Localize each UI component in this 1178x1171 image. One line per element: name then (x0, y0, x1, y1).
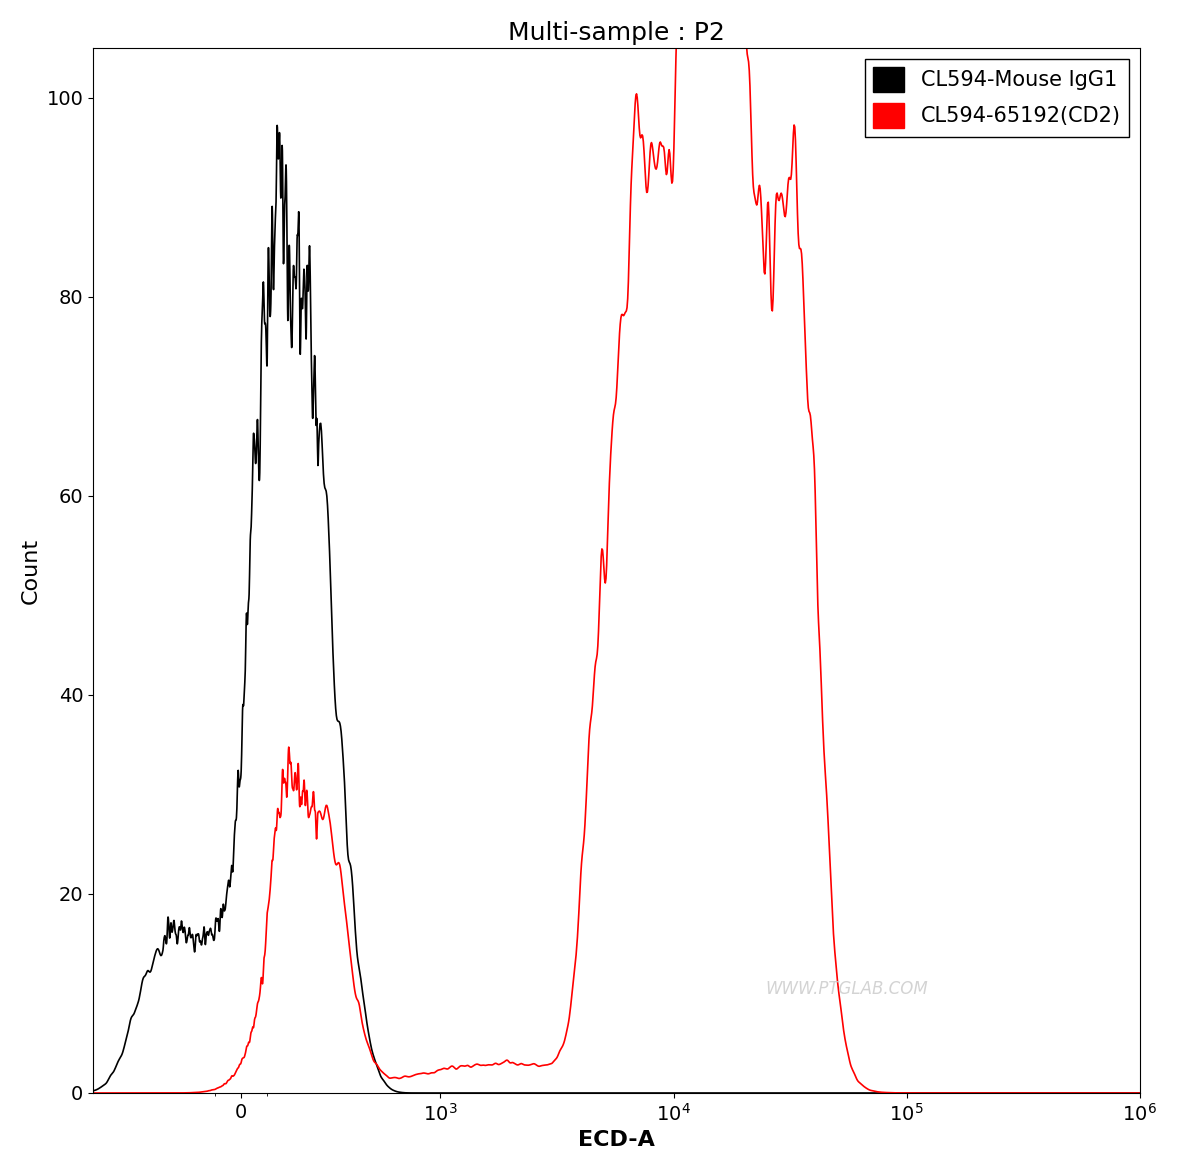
CL594-65192(CD2) (155, 1086, 170, 1100)
CL594-Mouse IgG1 (846, 1086, 860, 1100)
X-axis label: ECD-A: ECD-A (578, 1130, 655, 1150)
CL594-65192(CD2) (86, 1086, 100, 1100)
Line: CL594-Mouse IgG1: CL594-Mouse IgG1 (93, 125, 1140, 1093)
Legend: CL594-Mouse IgG1, CL594-65192(CD2): CL594-Mouse IgG1, CL594-65192(CD2) (865, 59, 1130, 137)
Text: WWW.PTGLAB.COM: WWW.PTGLAB.COM (766, 979, 928, 998)
CL594-Mouse IgG1 (1094, 1086, 1108, 1100)
CL594-Mouse IgG1 (86, 1083, 100, 1097)
CL594-65192(CD2) (845, 1061, 859, 1075)
CL594-Mouse IgG1 (399, 1086, 413, 1100)
CL594-Mouse IgG1 (1094, 1086, 1108, 1100)
CL594-Mouse IgG1 (1133, 1086, 1147, 1100)
CL594-Mouse IgG1 (436, 1086, 450, 1100)
CL594-65192(CD2) (435, 1062, 449, 1076)
CL594-65192(CD2) (399, 1069, 413, 1083)
Line: CL594-65192(CD2): CL594-65192(CD2) (93, 0, 1140, 1093)
CL594-65192(CD2) (1093, 1086, 1107, 1100)
CL594-65192(CD2) (1094, 1086, 1108, 1100)
CL594-Mouse IgG1 (270, 118, 284, 132)
Y-axis label: Count: Count (21, 537, 41, 603)
CL594-Mouse IgG1 (630, 1086, 644, 1100)
Title: Multi-sample : P2: Multi-sample : P2 (508, 21, 724, 44)
CL594-Mouse IgG1 (155, 946, 170, 960)
CL594-65192(CD2) (1133, 1086, 1147, 1100)
